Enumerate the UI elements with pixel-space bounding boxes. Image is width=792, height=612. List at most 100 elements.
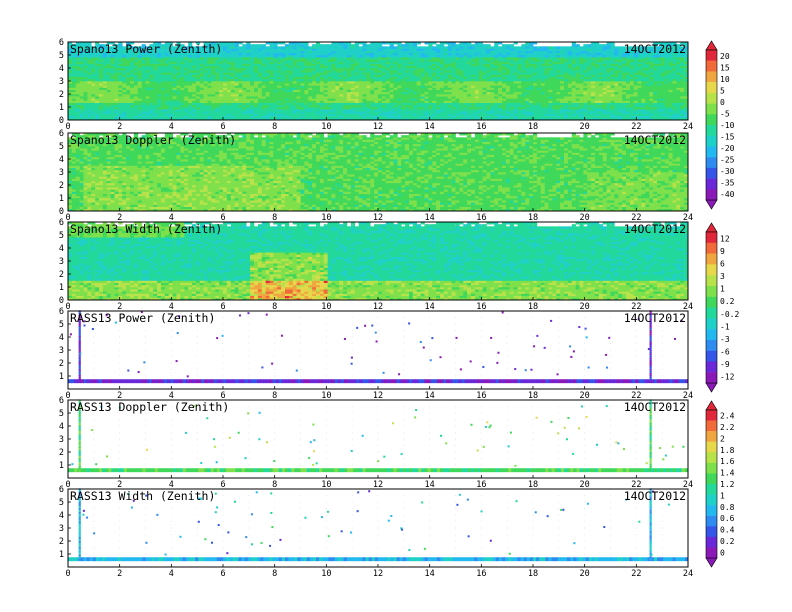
data-cell (571, 89, 576, 93)
data-cell (451, 94, 456, 97)
data-cell (277, 55, 282, 58)
data-cell (203, 68, 208, 71)
data-cell (595, 55, 600, 58)
data-cell (199, 63, 204, 67)
data-cell (536, 55, 542, 58)
data-cell (587, 61, 592, 64)
data-cell (99, 59, 104, 62)
data-cell (509, 63, 514, 67)
data-cell (257, 44, 263, 47)
data-cell (598, 94, 604, 97)
data-cell (118, 87, 123, 90)
data-cell (68, 91, 73, 95)
data-cell (525, 85, 530, 88)
data-cell (83, 98, 88, 101)
data-cell (436, 117, 441, 121)
data-cell (157, 48, 162, 51)
data-cell (428, 78, 433, 82)
data-cell (548, 96, 553, 99)
data-cell (226, 52, 232, 56)
data-cell (374, 59, 379, 62)
data-cell (378, 98, 383, 101)
data-cell (486, 63, 491, 67)
data-cell (281, 83, 286, 86)
data-cell (389, 63, 394, 67)
data-cell (273, 44, 278, 47)
data-cell (285, 91, 290, 95)
data-cell (564, 113, 569, 116)
data-cell (420, 65, 425, 69)
data-cell (463, 117, 468, 121)
data-cell (529, 55, 534, 58)
data-cell (405, 85, 410, 88)
data-cell (304, 61, 309, 64)
data-cell (459, 74, 464, 77)
data-cell (203, 107, 208, 110)
data-cell (358, 87, 363, 90)
data-cell (339, 76, 344, 80)
data-cell (211, 76, 216, 80)
data-cell (157, 55, 162, 58)
data-cell (122, 74, 127, 77)
data-cell (567, 72, 573, 75)
data-cell (153, 68, 158, 71)
data-cell (393, 111, 398, 114)
data-cell (556, 113, 561, 116)
data-cell (502, 50, 507, 54)
data-cell (319, 102, 325, 106)
data-cell (168, 55, 173, 58)
data-cell (502, 63, 507, 67)
data-cell (471, 113, 476, 116)
data-cell (161, 74, 166, 77)
data-cell (602, 96, 607, 99)
data-cell (374, 61, 379, 64)
data-cell (75, 48, 80, 51)
data-cell (370, 85, 375, 88)
data-cell (463, 50, 468, 54)
data-cell (412, 59, 418, 62)
data-cell (226, 44, 232, 47)
data-cell (362, 91, 367, 95)
data-cell (591, 55, 596, 58)
data-cell (521, 83, 526, 86)
data-cell (378, 94, 383, 97)
data-cell (424, 102, 429, 106)
data-cell (75, 57, 80, 60)
data-cell (381, 94, 387, 97)
data-cell (223, 63, 228, 67)
data-cell (176, 52, 181, 56)
data-cell (161, 104, 166, 108)
data-cell (327, 44, 332, 47)
data-cell (505, 109, 511, 112)
data-cell (381, 78, 387, 82)
data-cell (300, 59, 305, 62)
data-cell (83, 111, 88, 114)
data-cell (308, 63, 313, 67)
data-cell (459, 109, 464, 112)
data-cell (579, 107, 584, 110)
data-cell (95, 81, 100, 84)
data-cell (502, 107, 507, 110)
data-cell (525, 63, 530, 67)
data-cell (308, 100, 313, 103)
data-cell (188, 68, 193, 71)
data-cell (68, 46, 73, 49)
data-cell (83, 107, 88, 110)
data-cell (323, 107, 328, 110)
data-cell (176, 74, 181, 77)
data-cell (564, 57, 569, 60)
data-cell (133, 117, 139, 121)
data-cell (521, 98, 526, 101)
data-cell (339, 87, 344, 90)
data-cell (474, 46, 480, 49)
data-cell (161, 117, 166, 121)
data-cell (226, 55, 232, 58)
data-cell (474, 50, 480, 54)
data-cell (602, 87, 607, 90)
data-cell (118, 52, 123, 56)
data-cell (591, 109, 596, 112)
data-cell (385, 42, 390, 45)
data-cell (509, 52, 514, 56)
data-cell (75, 70, 80, 73)
data-cell (285, 117, 290, 121)
